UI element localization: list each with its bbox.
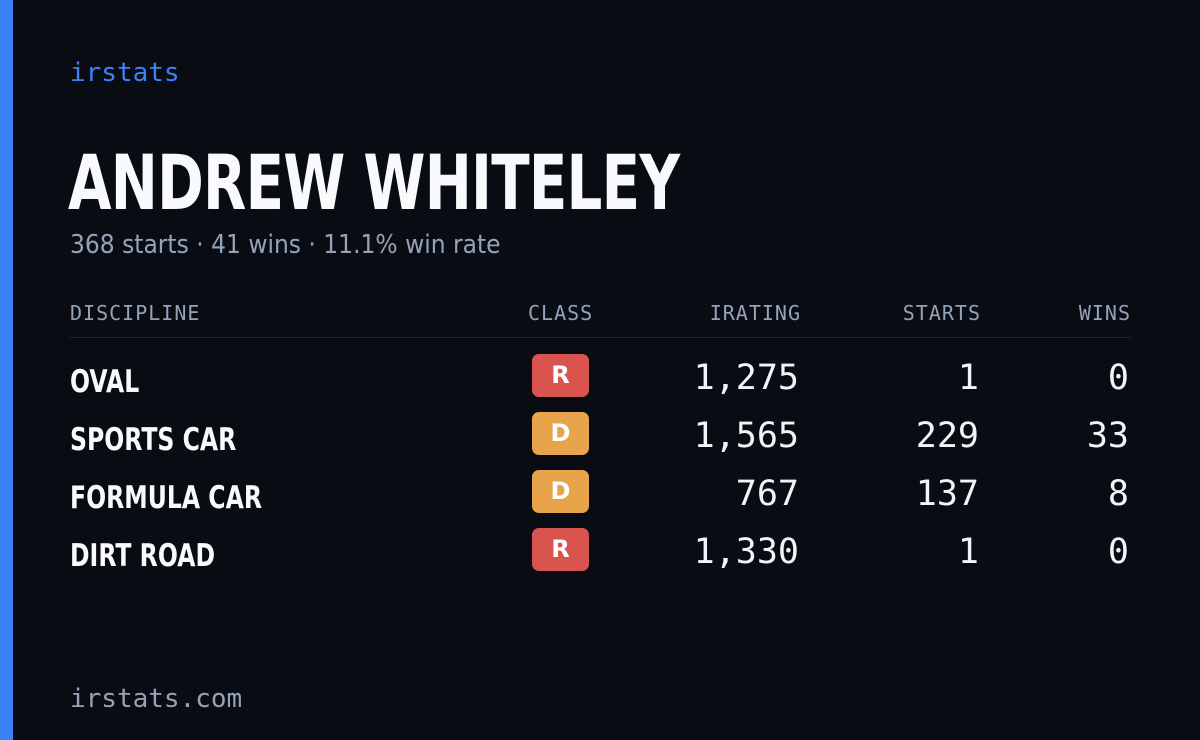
wins-value: 0 [1107, 358, 1129, 398]
accent-bar [0, 0, 13, 740]
class-badge: D [532, 412, 589, 455]
driver-summary: 368 starts · 41 wins · 11.1% win rate [70, 230, 501, 260]
starts-value: 1 [957, 532, 979, 572]
discipline-label: SPORTS CAR [70, 422, 237, 458]
discipline-label: DIRT ROAD [70, 538, 216, 574]
table-row: OVAL R 1,275 1 0 [70, 354, 1131, 400]
irating-value: 1,565 [693, 416, 799, 456]
class-badge: R [532, 528, 589, 571]
header-class: CLASS [528, 301, 594, 325]
irating-value: 1,330 [693, 532, 799, 572]
header-starts: STARTS [902, 301, 981, 325]
footer-url: irstats.com [70, 684, 243, 714]
table-header: DISCIPLINE CLASS IRATING STARTS WINS [70, 298, 1131, 328]
table-row: FORMULA CAR D 767 137 8 [70, 470, 1131, 516]
discipline-label: OVAL [70, 364, 140, 400]
wins-value: 33 [1086, 416, 1129, 456]
starts-value: 137 [915, 474, 979, 514]
starts-value: 1 [957, 358, 979, 398]
discipline-label: FORMULA CAR [70, 480, 262, 516]
header-discipline: DISCIPLINE [70, 301, 201, 325]
table-row: DIRT ROAD R 1,330 1 0 [70, 528, 1131, 574]
header-irating: IRATING [709, 301, 801, 325]
irating-value: 1,275 [693, 358, 799, 398]
class-badge: R [532, 354, 589, 397]
header-wins: WINS [1078, 301, 1131, 325]
table-row: SPORTS CAR D 1,565 229 33 [70, 412, 1131, 458]
class-badge: D [532, 470, 589, 513]
irating-value: 767 [735, 474, 799, 514]
header-divider [70, 337, 1131, 338]
wins-value: 0 [1107, 532, 1129, 572]
starts-value: 229 [915, 416, 979, 456]
driver-name: ANDREW WHITELEY [68, 138, 680, 227]
brand-logo: irstats [70, 58, 180, 88]
wins-value: 8 [1107, 474, 1129, 514]
